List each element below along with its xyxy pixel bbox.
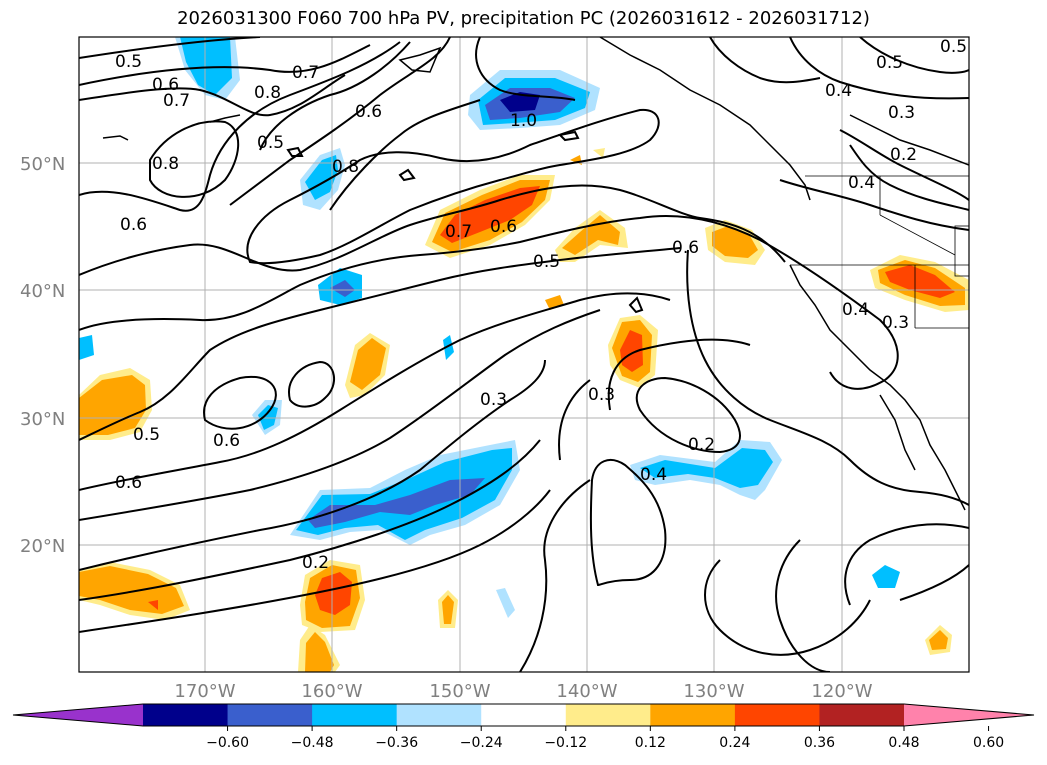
contour-label: 0.2 — [302, 553, 329, 573]
contour-label: 0.4 — [848, 173, 875, 193]
political-borders — [790, 175, 969, 329]
contour-label: 0.6 — [490, 217, 517, 237]
contour-label: 0.6 — [120, 215, 147, 235]
contour-label: 0.5 — [533, 252, 560, 272]
contour-label: 0.7 — [445, 222, 472, 242]
pv-contours — [79, 37, 969, 672]
contour-label: 0.7 — [163, 91, 190, 111]
longitude-labels: 170°W 160°W 150°W 140°W 130°W 120°W — [174, 681, 872, 702]
colorbar-segment — [565, 704, 651, 726]
latitude-labels: 50°N 40°N 30°N 20°N — [20, 154, 65, 557]
contour-label: 0.6 — [213, 431, 240, 451]
map-border — [78, 36, 970, 673]
colorbar-segment — [650, 704, 736, 726]
lat-label: 30°N — [20, 409, 65, 430]
contour-label: 0.6 — [355, 102, 382, 122]
colorbar-tick-label: −0.60 — [206, 735, 249, 751]
colorbar-tick-label: 0.48 — [888, 735, 919, 751]
colorbar-extension-high — [904, 704, 1034, 726]
colorbar-segment — [734, 704, 820, 726]
colorbar-extension-low — [13, 704, 143, 726]
colorbar-tick-label: −0.24 — [460, 735, 503, 751]
contour-label: 0.5 — [133, 425, 160, 445]
colorbar-segment — [227, 704, 313, 726]
contour-label: 0.6 — [672, 238, 699, 258]
colorbar-segment — [819, 704, 905, 726]
lon-label: 160°W — [301, 681, 362, 702]
contour-label: 0.5 — [876, 53, 903, 73]
contour-label: 0.2 — [688, 435, 715, 455]
lat-label: 40°N — [20, 281, 65, 302]
colorbar-tick-label: −0.48 — [291, 735, 334, 751]
contour-label: 0.8 — [254, 83, 281, 103]
colorbar-tick-label: 0.36 — [804, 735, 835, 751]
contour-label: 0.7 — [292, 63, 319, 83]
colorbar-tick-label: 0.12 — [635, 735, 666, 751]
colorbar-tick-label: −0.36 — [375, 735, 418, 751]
contour-label: 0.8 — [152, 154, 179, 174]
contour-label: 0.3 — [888, 103, 915, 123]
contour-label: 1.0 — [510, 111, 537, 131]
contour-label: 0.4 — [825, 81, 852, 101]
map-panel: 0.5 0.6 0.7 0.8 0.7 0.5 0.6 0.8 0.8 0.6 … — [79, 37, 969, 672]
colorbar-segment — [481, 704, 567, 726]
lon-label: 140°W — [556, 681, 617, 702]
colorbar-tick-label: −0.12 — [544, 735, 587, 751]
colorbar-outline — [12, 703, 1035, 727]
lat-label: 20°N — [20, 536, 65, 557]
lon-label: 120°W — [811, 681, 872, 702]
lat-label: 50°N — [20, 154, 65, 175]
figure-title: 2026031300 F060 700 hPa PV, precipitatio… — [177, 8, 870, 29]
contour-label: 0.4 — [842, 300, 869, 320]
lon-label: 130°W — [683, 681, 744, 702]
colorbar-tick-label: 0.24 — [719, 735, 750, 751]
colorbar-segment — [143, 704, 229, 726]
contour-label: 0.3 — [588, 385, 615, 405]
colorbar-tick-label: 0.60 — [973, 735, 1004, 751]
contour-label: 0.6 — [152, 75, 179, 95]
colorbar-segment — [396, 704, 482, 726]
contour-label: 0.6 — [115, 473, 142, 493]
contour-label: 0.5 — [257, 133, 284, 153]
contour-label: 0.3 — [882, 313, 909, 333]
contour-labels: 0.5 0.6 0.7 0.8 0.7 0.5 0.6 0.8 0.8 0.6 … — [115, 37, 967, 573]
colorbar: −0.60 −0.48 −0.36 −0.24 −0.12 0.12 0.24 0.36 0.4… — [12, 703, 1035, 751]
contour-label: 0.8 — [332, 157, 359, 177]
contour-label: 0.3 — [480, 390, 507, 410]
contour-label: 0.5 — [940, 37, 967, 57]
contour-label: 0.5 — [115, 52, 142, 72]
colorbar-segment — [312, 704, 398, 726]
lon-label: 150°W — [429, 681, 490, 702]
contour-label: 0.2 — [890, 145, 917, 165]
contour-label: 0.4 — [640, 465, 667, 485]
lon-label: 170°W — [174, 681, 235, 702]
